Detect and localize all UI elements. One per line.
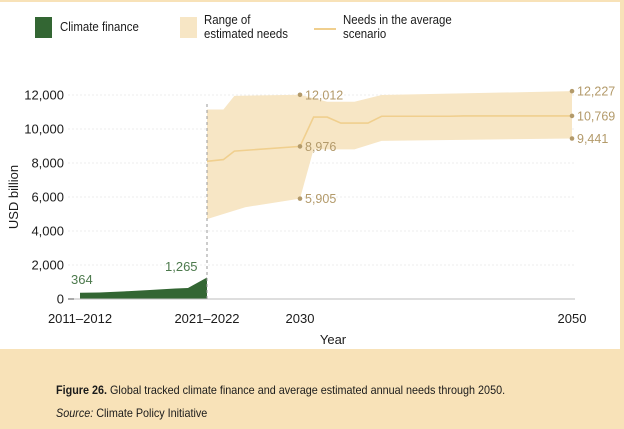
figure-caption: Figure 26. Global tracked climate financ… (56, 383, 505, 397)
legend-label-needs-line2: scenario (343, 26, 387, 41)
figure-caption-text: Global tracked climate finance and avera… (107, 383, 506, 397)
data-point-marker (297, 196, 303, 201)
x-tick-label: 2021–2022 (174, 311, 239, 326)
data-label: 12,012 (305, 88, 343, 102)
data-point-marker (569, 113, 575, 119)
needs-average-line (206, 115, 572, 163)
y-tick-label: 10,000 (24, 122, 64, 137)
x-axis-title: Year (320, 332, 347, 347)
legend-label-range: Range of estimated needs (204, 13, 288, 41)
source-text: Climate Policy Initiative (93, 406, 208, 420)
legend-label-needs-line1: Needs in the average (343, 12, 452, 27)
y-tick-label: 6,000 (31, 190, 64, 205)
data-label: 12,227 (577, 85, 615, 99)
legend-swatch-range (180, 17, 197, 38)
y-axis-title: USD billion (6, 165, 21, 229)
x-tick-label: 2011–2012 (48, 311, 112, 326)
legend-label-needs: Needs in the average scenario (343, 13, 452, 41)
data-point-marker (297, 92, 303, 98)
climate-finance-area (80, 277, 207, 299)
legend-swatch-climate-finance (35, 17, 52, 38)
y-tick-label: 8,000 (31, 156, 64, 171)
legend: Climate finance Range of estimated needs… (0, 8, 620, 48)
y-tick-label: 0 (57, 292, 64, 307)
legend-label-range-line2: estimated needs (204, 26, 288, 41)
figure-label: Figure 26. (56, 383, 108, 397)
x-tick-label: 2030 (286, 311, 315, 326)
legend-swatch-needs-line (314, 28, 336, 30)
data-label: 10,769 (577, 109, 615, 123)
chart-svg: 12,012 5,905 12,227 9,441 8,976 10,769 364 1,26… (6, 85, 615, 347)
y-tick-label: 12,000 (24, 88, 64, 103)
data-point-marker (569, 136, 575, 141)
data-label-finance: 364 (71, 272, 93, 287)
data-label: 8,976 (305, 140, 336, 154)
data-point-marker (297, 144, 303, 149)
range-band (207, 91, 572, 220)
legend-label-climate-finance: Climate finance (60, 19, 139, 34)
source-line: Source: Climate Policy Initiative (56, 406, 207, 420)
source-label: Source: (56, 406, 94, 420)
data-label: 5,905 (305, 192, 336, 206)
chart-panel (0, 2, 620, 349)
data-point-marker (569, 88, 575, 94)
y-tick-label: 4,000 (31, 224, 64, 239)
legend-label-range-line1: Range of (204, 12, 251, 27)
data-label-finance: 1,265 (165, 259, 198, 274)
y-tick-label: 2,000 (31, 258, 64, 273)
x-tick-label: 2050 (558, 311, 587, 326)
data-label: 9,441 (577, 132, 608, 146)
